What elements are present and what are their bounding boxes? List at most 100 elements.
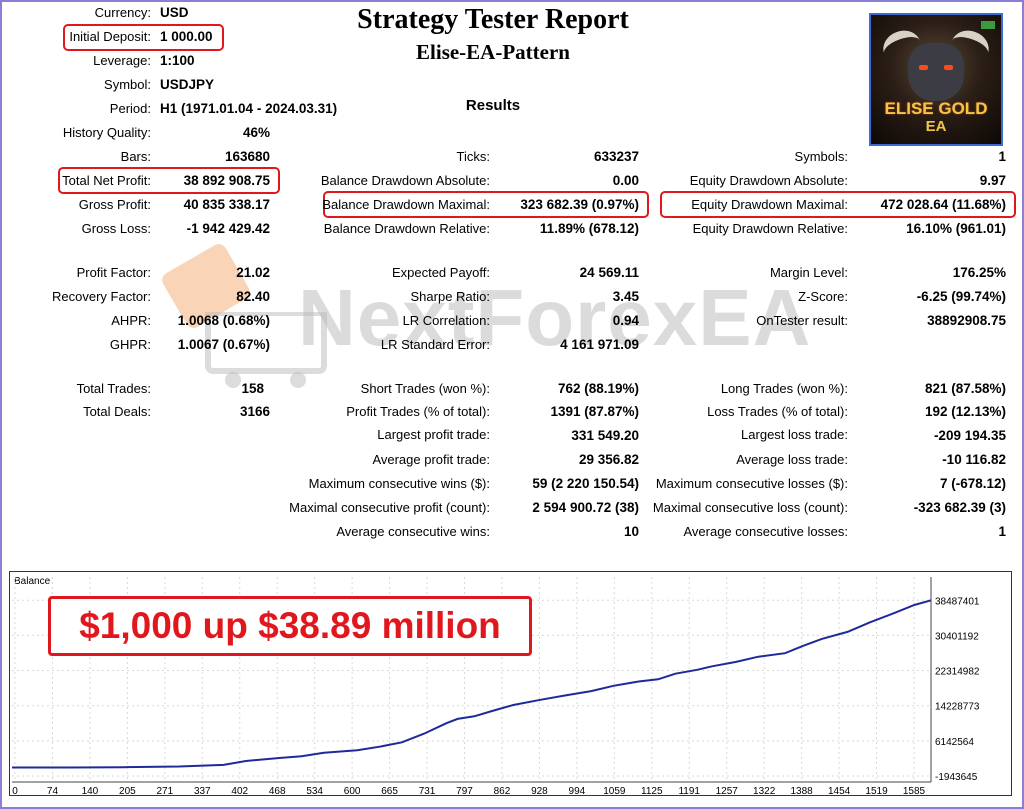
x-tick-label: 600 xyxy=(344,786,361,796)
average-consecutive-wins-label: Average consecutive wins: xyxy=(336,524,490,539)
ticks-label: Ticks: xyxy=(456,149,490,164)
largest-profit-value: 331 549.20 xyxy=(571,428,639,443)
bars-value: 163680 xyxy=(224,149,270,164)
x-tick-label: 74 xyxy=(47,786,59,796)
leverage-label: Leverage: xyxy=(93,53,151,68)
ontester-label: OnTester result: xyxy=(756,313,848,328)
logo-brand-sub: EA xyxy=(925,118,947,135)
lr-standard-error-label: LR Standard Error: xyxy=(380,337,490,352)
profit-banner: $1,000 up $38.89 million xyxy=(48,596,532,656)
max-consecutive-wins-value: 59 (2 220 150.54) xyxy=(532,476,639,491)
short-trades-value: 762 (88.19%) xyxy=(557,381,639,396)
chart-series xyxy=(12,599,932,769)
highlight-initial-deposit xyxy=(63,24,224,51)
y-tick-label: 38487401 xyxy=(935,596,980,607)
average-profit-value: 29 356.82 xyxy=(578,452,639,467)
symbol-value: USDJPY xyxy=(160,77,215,92)
x-tick-label: 797 xyxy=(456,786,473,796)
x-tick-label: 534 xyxy=(306,786,323,796)
equity-dd-maximal-label: Equity Drawdown Maximal: xyxy=(691,197,848,212)
max-consecutive-wins-label: Maximum consecutive wins ($): xyxy=(308,476,490,491)
average-loss-label: Average loss trade: xyxy=(736,452,848,467)
x-tick-label: 1519 xyxy=(865,786,888,796)
chart-grid xyxy=(12,577,931,782)
deposit-label: Initial Deposit: xyxy=(69,29,151,44)
y-tick-label: 30401192 xyxy=(935,631,979,642)
balance-dd-relative-label: Balance Drawdown Relative: xyxy=(323,221,490,236)
max-consecutive-losses-label: Maximum consecutive losses ($): xyxy=(655,476,848,491)
balance-dd-maximal-value: 323 682.39 (0.97%) xyxy=(520,197,639,212)
total-deals-value: 3166 xyxy=(239,404,270,419)
ea-logo: ELISE GOLD EA xyxy=(869,13,1003,146)
equity-dd-maximal-value: 472 028.64 (11.68%) xyxy=(880,197,1006,212)
balance-dd-relative-value: 11.89% (678.12) xyxy=(539,221,639,236)
y-tick-label: 6142564 xyxy=(935,737,974,748)
balance-line xyxy=(12,599,932,769)
maximal-consecutive-profit-value: 2 594 900.72 (38) xyxy=(532,500,639,515)
lr-standard-error-value: 4 161 971.09 xyxy=(560,337,639,352)
eye-right-icon xyxy=(944,65,953,70)
gross-loss-value: -1 942 429.42 xyxy=(186,221,270,236)
leverage-value: 1:100 xyxy=(160,53,195,68)
average-consecutive-wins-value: 10 xyxy=(623,524,639,539)
expected-payoff-value: 24 569.11 xyxy=(579,265,639,280)
x-tick-labels: 0 74 140 205 271 337 402 468 534 600 665 731 797 862 9… xyxy=(12,786,925,796)
ahpr-value: 1.0068 (0.68%) xyxy=(177,313,270,328)
maximal-consecutive-loss-value: -323 682.39 (3) xyxy=(913,500,1006,515)
average-consecutive-losses-label: Average consecutive losses: xyxy=(683,524,848,539)
loss-trades-label: Loss Trades (% of total): xyxy=(707,404,848,419)
total-deals-label: Total Deals: xyxy=(83,404,151,419)
watermark-cart-icon xyxy=(205,312,327,374)
net-profit-value: 38 892 908.75 xyxy=(183,173,270,188)
profit-trades-value: 1391 (87.87%) xyxy=(550,404,639,419)
x-tick-label: 0 xyxy=(12,786,18,796)
gross-profit-label: Gross Profit: xyxy=(78,197,151,212)
equity-dd-absolute-label: Equity Drawdown Absolute: xyxy=(689,173,848,188)
history-quality-label: History Quality: xyxy=(62,125,151,140)
x-tick-label: 1191 xyxy=(678,786,700,796)
x-tick-label: 1454 xyxy=(828,786,851,796)
largest-loss-value: -209 194.35 xyxy=(933,428,1006,443)
watermark-text: NextForexEA xyxy=(298,273,812,362)
eye-left-icon xyxy=(919,65,928,70)
highlight-equity-drawdown xyxy=(660,191,1016,218)
maximal-consecutive-loss-label: Maximal consecutive loss (count): xyxy=(652,500,848,515)
x-tick-label: 1585 xyxy=(903,786,926,796)
max-consecutive-losses-value: 7 (-678.12) xyxy=(939,476,1006,491)
y-tick-label: 14228773 xyxy=(935,702,980,713)
y-tick-label: 22314982 xyxy=(935,667,980,678)
sharpe-ratio-value: 3.45 xyxy=(612,289,639,304)
ghpr-value: 1.0067 (0.67%) xyxy=(177,337,270,352)
x-tick-label: 205 xyxy=(119,786,136,796)
x-tick-label: 731 xyxy=(419,786,436,796)
history-quality-value: 46% xyxy=(242,125,270,140)
results-heading: Results xyxy=(465,97,521,114)
logo-brand-text: ELISE GOLD xyxy=(884,99,988,118)
profit-factor-label: Profit Factor: xyxy=(76,265,151,280)
gross-loss-label: Gross Loss: xyxy=(81,221,151,236)
z-score-label: Z-Score: xyxy=(798,289,848,304)
equity-dd-relative-label: Equity Drawdown Relative: xyxy=(692,221,848,236)
x-tick-label: 665 xyxy=(381,786,398,796)
x-tick-label: 1322 xyxy=(753,786,776,796)
y-tick-label: -1943645 xyxy=(935,772,978,783)
symbols-value: 1 xyxy=(998,149,1006,164)
x-tick-label: 928 xyxy=(531,786,548,796)
deposit-value: 1 000.00 xyxy=(160,29,213,44)
bars-label: Bars: xyxy=(120,149,151,164)
recovery-factor-label: Recovery Factor: xyxy=(52,289,151,304)
logo-badge-icon xyxy=(981,21,995,29)
maximal-consecutive-profit-label: Maximal consecutive profit (count): xyxy=(289,500,490,515)
sharpe-ratio-label: Sharpe Ratio: xyxy=(410,289,491,304)
profit-trades-label: Profit Trades (% of total): xyxy=(346,404,490,419)
x-tick-label: 1257 xyxy=(716,786,739,796)
total-trades-label: Total Trades: xyxy=(76,381,151,396)
x-tick-label: 1059 xyxy=(603,786,626,796)
x-tick-label: 1125 xyxy=(641,786,663,796)
lr-correlation-value: 0.94 xyxy=(612,313,639,328)
average-profit-label: Average profit trade: xyxy=(372,452,490,467)
x-tick-label: 994 xyxy=(569,786,586,796)
currency-value: USD xyxy=(160,5,189,20)
margin-level-label: Margin Level: xyxy=(769,265,848,280)
bull-head-icon xyxy=(908,43,964,101)
